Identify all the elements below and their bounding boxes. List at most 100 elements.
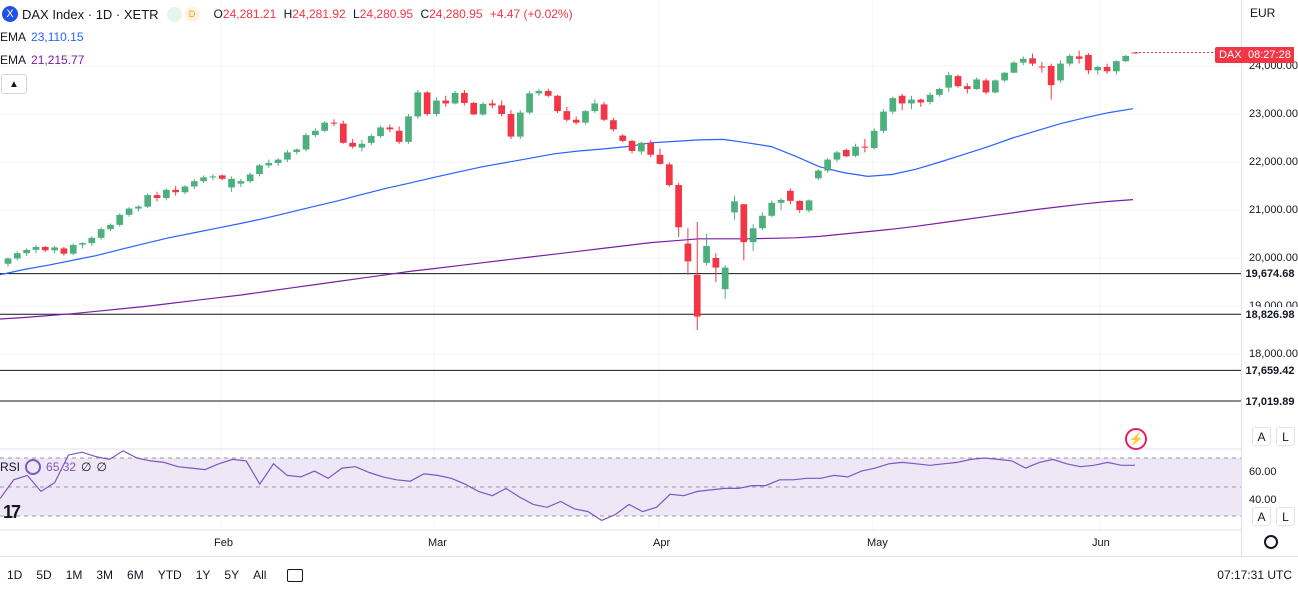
rsi-auto-scale-button[interactable]: A xyxy=(1252,507,1271,526)
price-tick: 23,000.00 xyxy=(1249,108,1298,120)
auto-scale-button[interactable]: A xyxy=(1252,427,1271,446)
candle-body xyxy=(880,111,887,131)
price-tick: 21,000.00 xyxy=(1249,204,1298,216)
range-5d-button[interactable]: 5D xyxy=(36,568,52,582)
candle-body xyxy=(628,140,636,151)
candle-body xyxy=(721,267,729,290)
candle-body xyxy=(265,162,273,166)
candle-body xyxy=(591,103,599,112)
candle-body xyxy=(69,245,77,254)
candle-body xyxy=(731,201,738,213)
candle-body xyxy=(51,247,58,251)
symbol-logo-icon: X xyxy=(2,6,18,22)
range-6m-button[interactable]: 6M xyxy=(127,568,144,582)
candle-body xyxy=(684,243,692,262)
date-range-calendar-icon[interactable] xyxy=(287,568,304,582)
ema-fast-label: EMA xyxy=(0,30,27,44)
candle-body xyxy=(917,99,925,103)
candle-body xyxy=(200,177,207,182)
symbol-legend: X DAX Index · 1D · XETR D O24,281.21 H24… xyxy=(0,6,573,22)
chevron-up-icon: ▲ xyxy=(9,78,19,90)
price-chart[interactable] xyxy=(0,0,1241,556)
candle-body xyxy=(461,92,468,103)
candle-body xyxy=(1029,58,1036,64)
utc-clock[interactable]: 07:17:31 UTC xyxy=(1217,568,1292,582)
range-ytd-button[interactable]: YTD xyxy=(157,568,182,582)
candle-body xyxy=(488,103,496,106)
candle-body xyxy=(1066,55,1074,64)
rsi-log-scale-button[interactable]: L xyxy=(1276,507,1295,526)
level-label: 18,826.98 xyxy=(1242,307,1298,323)
candle-body xyxy=(284,152,291,160)
month-label: Feb xyxy=(214,537,233,549)
candle-body xyxy=(693,274,701,317)
range-1d-button[interactable]: 1D xyxy=(7,568,23,582)
candle-body xyxy=(954,76,962,87)
candle-body xyxy=(963,86,971,90)
range-1y-button[interactable]: 1Y xyxy=(195,568,211,582)
range-5y-button[interactable]: 5Y xyxy=(224,568,240,582)
candle-body xyxy=(1001,72,1008,81)
currency-label: EUR xyxy=(1250,6,1276,20)
candle-body xyxy=(1057,63,1064,81)
candle-body xyxy=(135,206,142,209)
range-all-button[interactable]: All xyxy=(253,568,267,582)
candle-body xyxy=(209,176,217,178)
candle-body xyxy=(572,119,580,123)
candle-body xyxy=(367,136,375,143)
candle-body xyxy=(190,181,198,187)
ema-fast-line xyxy=(0,108,1134,276)
open-value: 24,281.21 xyxy=(222,7,277,21)
rsi-settings-icon[interactable] xyxy=(25,459,42,475)
candle-body xyxy=(79,243,86,245)
ema-slow-value: 21,215.77 xyxy=(31,53,85,67)
symbol-title[interactable]: DAX Index · 1D · XETR xyxy=(22,6,159,22)
candle-body xyxy=(97,229,105,238)
candle-body xyxy=(777,199,785,203)
candle-body xyxy=(1075,56,1083,59)
ema-fast-legend[interactable]: EMA 23,110.15 xyxy=(0,30,84,44)
delayed-data-badge[interactable]: D xyxy=(184,6,200,22)
ema-fast-value: 23,110.15 xyxy=(31,30,84,44)
collapse-legend-button[interactable]: ▲ xyxy=(1,74,27,94)
candle-body xyxy=(153,195,161,198)
rsi-value: 65.32 xyxy=(46,460,77,474)
rsi-label: RSI xyxy=(0,460,21,474)
candle-body xyxy=(796,200,804,210)
candle-body xyxy=(302,135,310,150)
candle-body xyxy=(535,90,543,94)
settings-gear-icon[interactable] xyxy=(1264,535,1278,549)
candle-body xyxy=(787,190,794,201)
candle-body xyxy=(470,102,478,115)
candle-body xyxy=(563,111,571,120)
candle-body xyxy=(600,104,608,120)
tradingview-logo[interactable]: 17 xyxy=(3,502,21,522)
month-label: Jun xyxy=(1092,537,1110,549)
log-scale-button[interactable]: L xyxy=(1276,427,1295,446)
rsi-extra-2: ∅ xyxy=(96,460,107,474)
level-label: 19,674.68 xyxy=(1242,266,1298,282)
candle-body xyxy=(4,258,12,264)
currency-selector[interactable]: EUR xyxy=(1246,4,1298,22)
bottom-toolbar: 1D 5D 1M 3M 6M YTD 1Y 5Y All 07:17:31 UT… xyxy=(0,556,1298,593)
lightning-icon[interactable]: ⚡ xyxy=(1125,428,1147,450)
candle-body xyxy=(582,111,589,123)
ema-slow-line xyxy=(0,199,1134,320)
market-status-icon[interactable] xyxy=(166,6,182,22)
candle-body xyxy=(656,154,664,164)
candle-body xyxy=(498,105,505,114)
range-1m-button[interactable]: 1M xyxy=(65,568,83,582)
high-value: 24,281.92 xyxy=(292,7,346,21)
candle-body xyxy=(554,95,561,112)
range-3m-button[interactable]: 3M xyxy=(96,568,114,582)
candle-body xyxy=(1019,58,1027,63)
price-tick: 24,000.00 xyxy=(1249,60,1298,72)
rsi-legend[interactable]: RSI 65.32 ∅ ∅ xyxy=(0,459,107,475)
candle-body xyxy=(982,80,990,93)
candle-body xyxy=(861,146,869,148)
candle-body xyxy=(395,130,403,142)
change-value: +4.47 (+0.02%) xyxy=(489,7,573,21)
close-value: 24,280.95 xyxy=(429,7,483,21)
candle-body xyxy=(852,146,859,156)
ema-slow-legend[interactable]: EMA 21,215.77 xyxy=(0,53,84,67)
